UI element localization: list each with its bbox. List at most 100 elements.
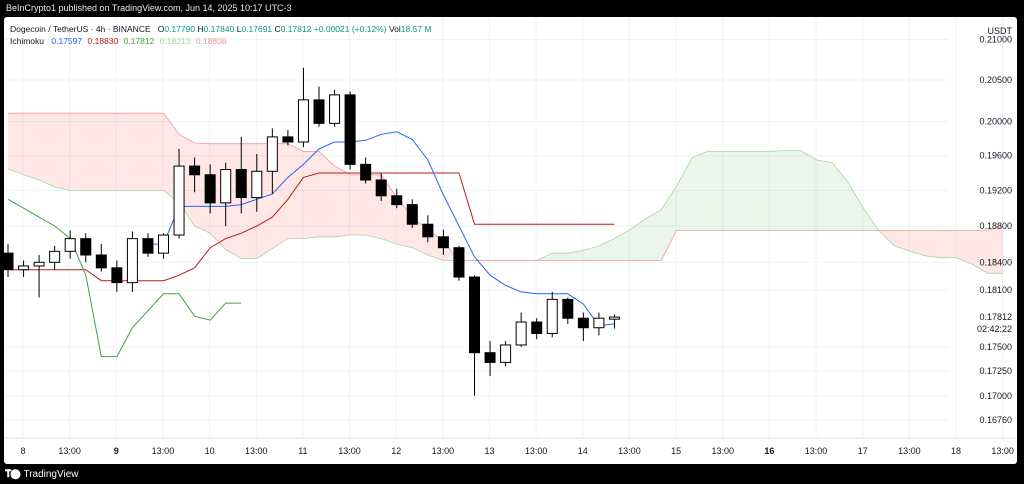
cloud-segment xyxy=(661,186,677,261)
candle-up xyxy=(329,94,341,124)
tradingview-logo-icon[interactable]: 𝐓⬤ xyxy=(5,469,20,480)
price-tick-label: 0.20500 xyxy=(979,75,1012,85)
candle-down xyxy=(562,298,574,319)
candle-down xyxy=(95,254,107,269)
time-tick-label: 13:00 xyxy=(991,446,1014,456)
cloud-segment xyxy=(287,143,304,239)
cloud-segment xyxy=(70,113,86,191)
candle-down xyxy=(469,276,480,354)
high-label: H xyxy=(197,24,204,34)
countdown-label: 02:42:22 xyxy=(977,324,1012,334)
lagging-span-line xyxy=(7,198,242,358)
time-tick-label: 8 xyxy=(20,446,25,456)
cloud-segment xyxy=(54,113,71,191)
cloud-segment xyxy=(925,230,941,258)
price-tick-label: 0.19600 xyxy=(979,151,1012,161)
cloud-segment xyxy=(832,162,848,231)
indicator-name[interactable]: Ichimoku xyxy=(10,36,45,46)
time-tick-label: 13:00 xyxy=(618,446,641,456)
ichimoku-lead-a-value: 0.18213 xyxy=(159,36,191,46)
price-tick-label: 0.17000 xyxy=(979,391,1012,401)
tradingview-wordmark[interactable]: TradingView xyxy=(23,469,79,480)
candle-up xyxy=(173,165,185,236)
cloud-segment xyxy=(614,229,630,261)
price-axis-unit: USDT xyxy=(988,26,1013,36)
candle-up xyxy=(220,169,232,204)
time-tick-label: 11 xyxy=(298,446,307,456)
time-tick-label: 17 xyxy=(858,446,868,456)
time-tick-label: 16 xyxy=(764,446,774,456)
candle-down xyxy=(422,223,434,238)
candle-down xyxy=(4,252,14,271)
candle-up xyxy=(266,136,278,172)
close-label: C xyxy=(274,24,281,34)
symbol-legend-row[interactable]: Dogecoin / TetherUS · 4h · BINANCE O0.17… xyxy=(10,23,437,35)
candle-down xyxy=(111,267,123,284)
price-tick-label: 0.17500 xyxy=(979,342,1012,352)
time-tick-label: 13:00 xyxy=(245,446,268,456)
cloud-segment xyxy=(552,253,568,261)
symbol-title[interactable]: Dogecoin / TetherUS · 4h · BINANCE xyxy=(10,24,151,34)
candle-up xyxy=(608,316,620,320)
time-tick-label: 12 xyxy=(391,446,401,456)
volume-label: Vol xyxy=(388,24,401,34)
candle-down xyxy=(531,321,543,334)
high-value: 0.17840 xyxy=(203,24,235,34)
time-tick-label: 13:00 xyxy=(432,446,455,456)
price-tick-label: 0.21000 xyxy=(979,34,1012,44)
open-label: O xyxy=(157,24,165,34)
cloud-segment xyxy=(194,142,211,234)
candles xyxy=(4,67,620,396)
candle-up xyxy=(18,265,30,271)
open-value: 0.17790 xyxy=(164,24,196,34)
candle-down xyxy=(406,204,418,225)
change-value: +0.00021 (+0.12%) xyxy=(313,24,387,34)
chart-legend: Dogecoin / TetherUS · 4h · BINANCE O0.17… xyxy=(10,23,437,47)
cloud-segment xyxy=(350,174,366,236)
price-tick-label: 0.20000 xyxy=(979,117,1012,127)
cloud-segment xyxy=(630,218,646,261)
ichimoku-lead-b-value: 0.18808 xyxy=(195,36,227,46)
time-tick-label: 13:00 xyxy=(898,446,921,456)
time-tick-label: 13:00 xyxy=(338,446,361,456)
time-tick-label: 9 xyxy=(114,446,119,456)
ichimoku-base-value: 0.18830 xyxy=(87,36,119,46)
cloud-segment xyxy=(972,230,988,274)
ichimoku-cloud xyxy=(8,113,1004,274)
candle-down xyxy=(437,236,449,249)
ichimoku-legend-row[interactable]: Ichimoku 0.17597 0.18830 0.17812 0.18213… xyxy=(10,35,437,47)
time-tick-label: 13:00 xyxy=(58,446,81,456)
footer-bar: 𝐓⬤ TradingView xyxy=(0,466,1024,484)
candle-down xyxy=(235,169,247,199)
price-tick-label: 0.18400 xyxy=(979,257,1012,267)
candle-up xyxy=(297,99,309,143)
candle-down xyxy=(453,247,465,278)
cloud-segment xyxy=(334,166,351,237)
cloud-segment xyxy=(754,151,770,231)
time-tick-label: 10 xyxy=(205,446,215,456)
cloud-segment xyxy=(847,181,864,231)
cloud-segment xyxy=(941,230,957,258)
time-tick-label: 18 xyxy=(951,446,961,456)
low-value: 0.17691 xyxy=(241,24,273,34)
candle-down xyxy=(282,136,294,143)
ichimoku-conversion-value: 0.17597 xyxy=(51,36,83,46)
candle-down xyxy=(189,165,201,176)
time-tick-label: 13:00 xyxy=(805,446,828,456)
cloud-segment xyxy=(147,113,164,191)
price-tick-label: 0.18800 xyxy=(979,221,1012,231)
price-tick-label: 0.18100 xyxy=(979,285,1012,295)
candle-up xyxy=(33,261,45,267)
low-label: L xyxy=(236,24,242,34)
time-tick-label: 15 xyxy=(671,446,681,456)
candle-down xyxy=(344,94,356,165)
volume-value: 18.57 M xyxy=(400,24,432,34)
candle-up xyxy=(158,234,169,254)
chart-panel[interactable]: USDT 0.21000 0.20500 0.20000 0.19600 0.19200 0… xyxy=(4,17,1017,464)
candle-down xyxy=(577,317,589,329)
cloud-segment xyxy=(785,150,802,231)
cloud-segment xyxy=(909,230,926,256)
publisher-line: BeInCrypto1 published on TradingView.com… xyxy=(0,0,1024,17)
